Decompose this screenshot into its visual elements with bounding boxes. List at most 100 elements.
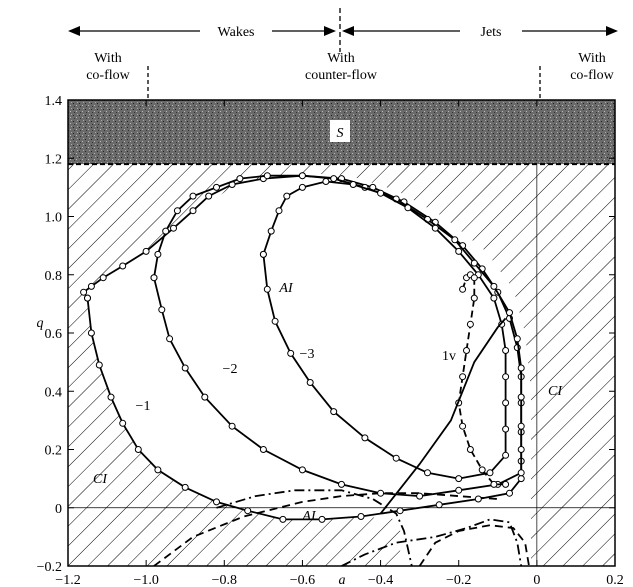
y-axis-label: q bbox=[37, 316, 44, 331]
data-point bbox=[119, 262, 127, 270]
data-point bbox=[107, 393, 115, 401]
data-point bbox=[478, 466, 486, 474]
with-coflow-left-label: With co-flow bbox=[86, 51, 130, 83]
connector-line bbox=[379, 317, 507, 515]
data-point bbox=[424, 469, 431, 477]
data-point bbox=[349, 181, 357, 188]
y-tick-label: −0.2 bbox=[37, 560, 62, 575]
x-tick-label: 0.2 bbox=[606, 573, 624, 587]
data-point bbox=[287, 349, 295, 357]
s-label-box bbox=[330, 120, 350, 142]
data-point bbox=[459, 422, 467, 430]
data-point bbox=[330, 175, 338, 183]
data-point bbox=[170, 224, 177, 232]
data-point bbox=[338, 480, 345, 488]
x-tick-label: −0.2 bbox=[446, 573, 471, 587]
y-tick-label: 0 bbox=[55, 502, 62, 517]
data-point bbox=[517, 446, 525, 453]
curve-label-minus1: −1 bbox=[136, 399, 151, 414]
axes-ticks: −1.2 −1.0 −0.8 −0.6 −0.4 −0.2 0 0.2 −0.2 0 0.2 0.4 0… bbox=[37, 94, 624, 587]
data-point bbox=[298, 172, 306, 180]
data-point bbox=[404, 204, 412, 212]
data-point bbox=[142, 247, 150, 255]
data-point bbox=[455, 486, 463, 494]
top-annotation: Wakes Jets With co-flow With counter-flow … bbox=[68, 8, 618, 100]
ai-region-label: AI bbox=[278, 281, 294, 296]
ci-left-region-label: CI bbox=[93, 472, 108, 487]
ci-right-region-label: CI bbox=[548, 384, 563, 399]
x-axis-label: a bbox=[339, 573, 346, 587]
data-point bbox=[451, 236, 459, 244]
data-point bbox=[298, 466, 306, 474]
neutral-curve-dashdot bbox=[216, 489, 413, 566]
x-tick-label: 0 bbox=[533, 573, 540, 587]
y-tick-label: 0.6 bbox=[45, 327, 63, 342]
data-point bbox=[166, 335, 174, 343]
data-point bbox=[154, 466, 162, 474]
y-tick-label: 1.4 bbox=[45, 94, 63, 109]
data-point bbox=[119, 419, 127, 427]
data-point bbox=[502, 425, 510, 433]
data-point bbox=[213, 498, 220, 506]
data-point bbox=[463, 347, 470, 354]
y-tick-label: 1.0 bbox=[45, 211, 63, 226]
curve-label-minus3: −3 bbox=[300, 347, 315, 362]
data-point bbox=[298, 183, 306, 191]
data-point bbox=[181, 364, 189, 372]
data-point bbox=[502, 480, 510, 488]
data-point bbox=[502, 399, 510, 407]
data-point bbox=[513, 335, 521, 343]
data-point bbox=[322, 178, 330, 185]
curve-label-1v: 1v bbox=[442, 349, 456, 364]
data-point bbox=[392, 454, 400, 462]
data-point bbox=[506, 309, 513, 317]
data-point bbox=[470, 274, 478, 282]
data-point bbox=[154, 250, 162, 258]
series-layer bbox=[80, 172, 525, 566]
data-point bbox=[134, 446, 142, 453]
data-point bbox=[158, 306, 166, 314]
wakes-label: Wakes bbox=[218, 25, 255, 40]
data-point bbox=[377, 189, 385, 197]
data-point bbox=[271, 317, 279, 325]
data-point bbox=[486, 469, 494, 477]
with-coflow-right-label: With co-flow bbox=[570, 51, 614, 83]
data-point bbox=[318, 515, 326, 523]
data-point bbox=[455, 247, 463, 255]
data-point bbox=[189, 192, 197, 200]
data-point bbox=[396, 507, 404, 515]
data-point bbox=[474, 495, 482, 503]
data-point bbox=[283, 192, 291, 200]
data-point bbox=[95, 361, 103, 369]
data-point bbox=[99, 274, 107, 282]
series-1 bbox=[150, 172, 525, 500]
y-tick-label: 1.2 bbox=[45, 152, 63, 167]
data-point bbox=[361, 434, 369, 442]
data-point bbox=[377, 489, 385, 497]
data-point bbox=[502, 373, 510, 381]
s-region-label: S bbox=[337, 126, 344, 141]
data-point bbox=[259, 250, 267, 258]
data-point bbox=[213, 183, 220, 191]
data-point bbox=[357, 513, 365, 520]
data-point bbox=[279, 515, 287, 523]
data-point bbox=[259, 446, 267, 453]
with-counterflow-label: With counter-flow bbox=[305, 51, 378, 83]
data-point bbox=[330, 408, 338, 416]
data-point bbox=[267, 227, 275, 235]
ai-white-region bbox=[87, 172, 531, 566]
neutral-curve-dashed bbox=[153, 492, 498, 566]
data-point bbox=[244, 507, 252, 515]
ai-lower-region-label: AI bbox=[301, 509, 317, 524]
x-tick-label: −1.2 bbox=[55, 573, 80, 587]
data-point bbox=[236, 175, 244, 183]
wakes-arrowhead-right bbox=[324, 26, 336, 36]
data-point bbox=[459, 285, 467, 293]
data-point bbox=[490, 480, 498, 488]
data-point bbox=[87, 282, 95, 290]
data-point bbox=[466, 446, 474, 453]
data-point bbox=[201, 393, 209, 401]
jets-arrowhead-right bbox=[606, 26, 618, 36]
data-point bbox=[84, 294, 91, 302]
